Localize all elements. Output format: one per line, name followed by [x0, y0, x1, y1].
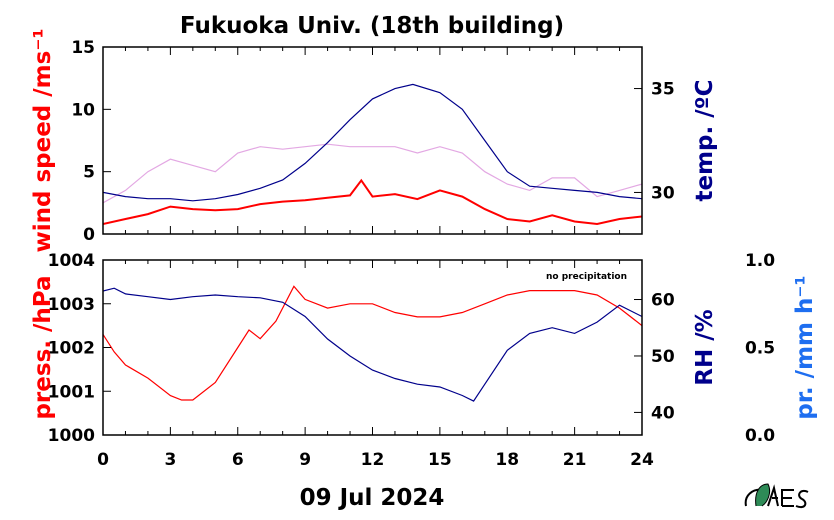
- plot-frame: [102, 259, 643, 436]
- left-tick-label: 1002: [48, 339, 95, 359]
- right-axis-label: RH /%: [692, 309, 718, 385]
- right-tick-label: 40: [651, 403, 675, 423]
- series-line-1: [103, 143, 642, 204]
- right-axis-label: temp. /ºC: [692, 79, 718, 201]
- top-panel: 0 5 10 15 30 35 wind speed /ms⁻¹ temp. /ºC: [30, 28, 718, 252]
- left-axis-label: press. /hPa: [30, 275, 56, 419]
- x-tick-label: 21: [563, 450, 587, 470]
- precip-tick-label: 1.0: [745, 251, 775, 271]
- x-tick-label: 15: [428, 450, 452, 470]
- right-tick-label: 30: [651, 183, 675, 203]
- left-tick-label: 5: [83, 163, 95, 183]
- precip-tick-label: 0.5: [745, 339, 775, 359]
- x-tick-label: 0: [97, 450, 109, 470]
- precip-axis-label: pr. /mm h⁻¹: [792, 275, 818, 419]
- right-tick-label: 60: [651, 291, 675, 311]
- left-tick-label: 15: [71, 38, 95, 58]
- precip-tick-label: 0.0: [745, 426, 775, 446]
- left-tick-label: 10: [71, 100, 95, 120]
- series-line-0: [103, 285, 642, 401]
- left-tick-label: 0: [83, 225, 95, 245]
- x-tick-label: 12: [361, 450, 385, 470]
- x-tick-label: 3: [164, 450, 176, 470]
- chart-title: Fukuoka Univ. (18th building): [180, 13, 564, 39]
- right-tick-label: 35: [651, 80, 675, 100]
- logo: [744, 483, 809, 509]
- left-tick-label: 1004: [48, 251, 95, 271]
- series-line-0: [103, 178, 642, 226]
- no-precipitation-note: no precipitation: [546, 272, 627, 282]
- x-tick-label: 9: [299, 450, 311, 470]
- left-tick-label: 1000: [48, 426, 95, 446]
- left-tick-label: 1001: [48, 382, 95, 402]
- x-tick-label: 24: [630, 450, 654, 470]
- right-tick-label: 50: [651, 347, 675, 367]
- series-line-2: [103, 83, 642, 202]
- left-axis-label: wind speed /ms⁻¹: [30, 28, 56, 252]
- left-tick-label: 1003: [48, 295, 95, 315]
- x-tick-label: 6: [232, 450, 244, 470]
- date-label: 09 Jul 2024: [300, 485, 445, 511]
- x-tick-label: 18: [495, 450, 519, 470]
- series-line-1: [103, 287, 642, 402]
- plot-frame: [102, 46, 643, 235]
